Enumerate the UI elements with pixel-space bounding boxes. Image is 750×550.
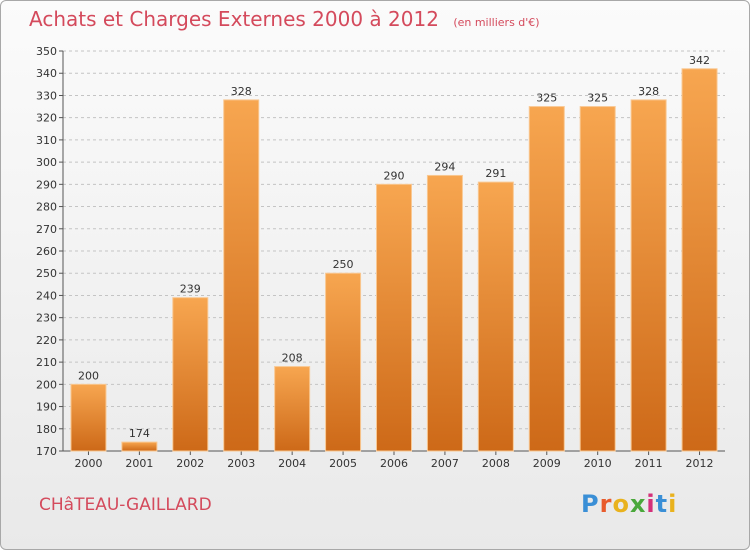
y-tick-label: 340 bbox=[36, 67, 57, 80]
data-label-2000: 200 bbox=[78, 369, 99, 382]
y-tick-label: 260 bbox=[36, 245, 57, 258]
data-label-2006: 290 bbox=[384, 169, 405, 182]
y-tick-label: 350 bbox=[36, 45, 57, 58]
y-tick-label: 230 bbox=[36, 312, 57, 325]
y-tick-label: 270 bbox=[36, 223, 57, 236]
x-tick-label-2004: 2004 bbox=[278, 457, 306, 470]
chart-title: Achats et Charges Externes 2000 à 2012 (… bbox=[29, 7, 540, 31]
bar-2008 bbox=[477, 181, 514, 452]
x-tick-label-2008: 2008 bbox=[482, 457, 510, 470]
bar-2003 bbox=[223, 99, 260, 452]
bar-2010 bbox=[579, 106, 616, 452]
data-label-2009: 325 bbox=[536, 92, 557, 105]
x-tick-label-2012: 2012 bbox=[686, 457, 714, 470]
bar-2004 bbox=[274, 366, 311, 452]
y-tick-labels: 170 180 190 200 210 220 230 240 250 260 270 280 290 3… bbox=[36, 45, 57, 458]
x-tick-label-2011: 2011 bbox=[635, 457, 663, 470]
data-label-2002: 239 bbox=[180, 283, 201, 296]
x-tick-label-2006: 2006 bbox=[380, 457, 408, 470]
x-tick-label-2007: 2007 bbox=[431, 457, 459, 470]
data-label-2011: 328 bbox=[638, 85, 659, 98]
bar-2011 bbox=[630, 99, 667, 452]
data-label-2012: 342 bbox=[689, 54, 710, 67]
y-tick-label: 330 bbox=[36, 89, 57, 102]
chart-title-text: Achats et Charges Externes 2000 à 2012 bbox=[29, 7, 439, 31]
y-tick-label: 280 bbox=[36, 201, 57, 214]
x-tick-label-2003: 2003 bbox=[227, 457, 255, 470]
y-tick-label: 180 bbox=[36, 423, 57, 436]
x-tick-label-2001: 2001 bbox=[125, 457, 153, 470]
y-tick-label: 300 bbox=[36, 156, 57, 169]
bar-2000 bbox=[70, 383, 107, 452]
city-name: CHâTEAU-GAILLARD bbox=[39, 495, 212, 515]
y-tick-label: 240 bbox=[36, 289, 57, 302]
bar-2005 bbox=[325, 272, 362, 452]
data-label-2007: 294 bbox=[434, 160, 455, 173]
y-tick-label: 170 bbox=[36, 445, 57, 458]
bar-2002 bbox=[172, 297, 209, 452]
data-label-2003: 328 bbox=[231, 85, 252, 98]
y-tick-label: 200 bbox=[36, 378, 57, 391]
y-tick-label: 250 bbox=[36, 267, 57, 280]
x-tick-label-2009: 2009 bbox=[533, 457, 561, 470]
data-label-2010: 325 bbox=[587, 92, 608, 105]
y-tick-label: 320 bbox=[36, 112, 57, 125]
y-tick-label: 190 bbox=[36, 401, 57, 414]
y-tick-label: 210 bbox=[36, 356, 57, 369]
bar-2006 bbox=[376, 183, 412, 452]
x-tick-label-2000: 2000 bbox=[74, 457, 102, 470]
brand-logo: Proxiti bbox=[581, 490, 678, 518]
bar-2007 bbox=[426, 174, 463, 452]
bar-2009 bbox=[528, 106, 565, 452]
data-label-2005: 250 bbox=[333, 258, 354, 271]
data-label-2008: 291 bbox=[485, 167, 506, 180]
y-tick-label: 290 bbox=[36, 178, 57, 191]
bar-2012 bbox=[681, 68, 718, 452]
bar-2001 bbox=[121, 441, 158, 452]
x-tick-labels: 2000 2001 2002 2003 2004 2005 2006 2007 2008 2009… bbox=[74, 457, 713, 470]
data-labels: 200 174 239 328 208 250 290 294 291 325 325 328 342 bbox=[78, 54, 710, 440]
x-tick-label-2002: 2002 bbox=[176, 457, 204, 470]
chart-subtitle: (en milliers d'€) bbox=[453, 16, 540, 29]
data-label-2001: 174 bbox=[129, 427, 150, 440]
y-tick-label: 310 bbox=[36, 134, 57, 147]
x-tick-label-2005: 2005 bbox=[329, 457, 357, 470]
data-label-2004: 208 bbox=[282, 352, 303, 365]
x-tick-label-2010: 2010 bbox=[584, 457, 612, 470]
y-tick-label: 220 bbox=[36, 334, 57, 347]
bars bbox=[70, 68, 718, 452]
